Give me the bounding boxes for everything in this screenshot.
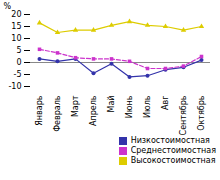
svg-text:-5: -5 bbox=[14, 70, 22, 79]
html-text:Низкостоимостная: Низкостоимостная bbox=[130, 136, 210, 145]
svg-text:Июнь: Июнь bbox=[125, 95, 134, 118]
svg-text:-10: -10 bbox=[8, 82, 21, 91]
html-text:Среднестоимостная: Среднестоимостная bbox=[130, 146, 216, 155]
svg-text:0: 0 bbox=[16, 58, 21, 67]
svg-text:10: 10 bbox=[11, 34, 21, 43]
svg-text:15: 15 bbox=[11, 22, 21, 31]
svg-text:Авг: Авг bbox=[161, 96, 170, 110]
svg-text:Апрель: Апрель bbox=[89, 95, 98, 126]
svg-text:Октябрь: Октябрь bbox=[197, 95, 206, 131]
svg-text:Январь: Январь bbox=[35, 95, 44, 125]
svg-text:Май: Май bbox=[107, 96, 116, 113]
svg-text:Сентябрь: Сентябрь bbox=[179, 95, 188, 135]
svg-text:Июль: Июль bbox=[143, 95, 152, 118]
svg-text:%: % bbox=[4, 2, 12, 11]
svg-text:Март: Март bbox=[71, 95, 80, 117]
svg-text:5: 5 bbox=[16, 46, 21, 55]
svg-text:Февраль: Февраль bbox=[53, 95, 62, 132]
html-text:Высокостоимостная: Высокостоимостная bbox=[130, 156, 216, 165]
svg-text:20: 20 bbox=[11, 10, 21, 19]
